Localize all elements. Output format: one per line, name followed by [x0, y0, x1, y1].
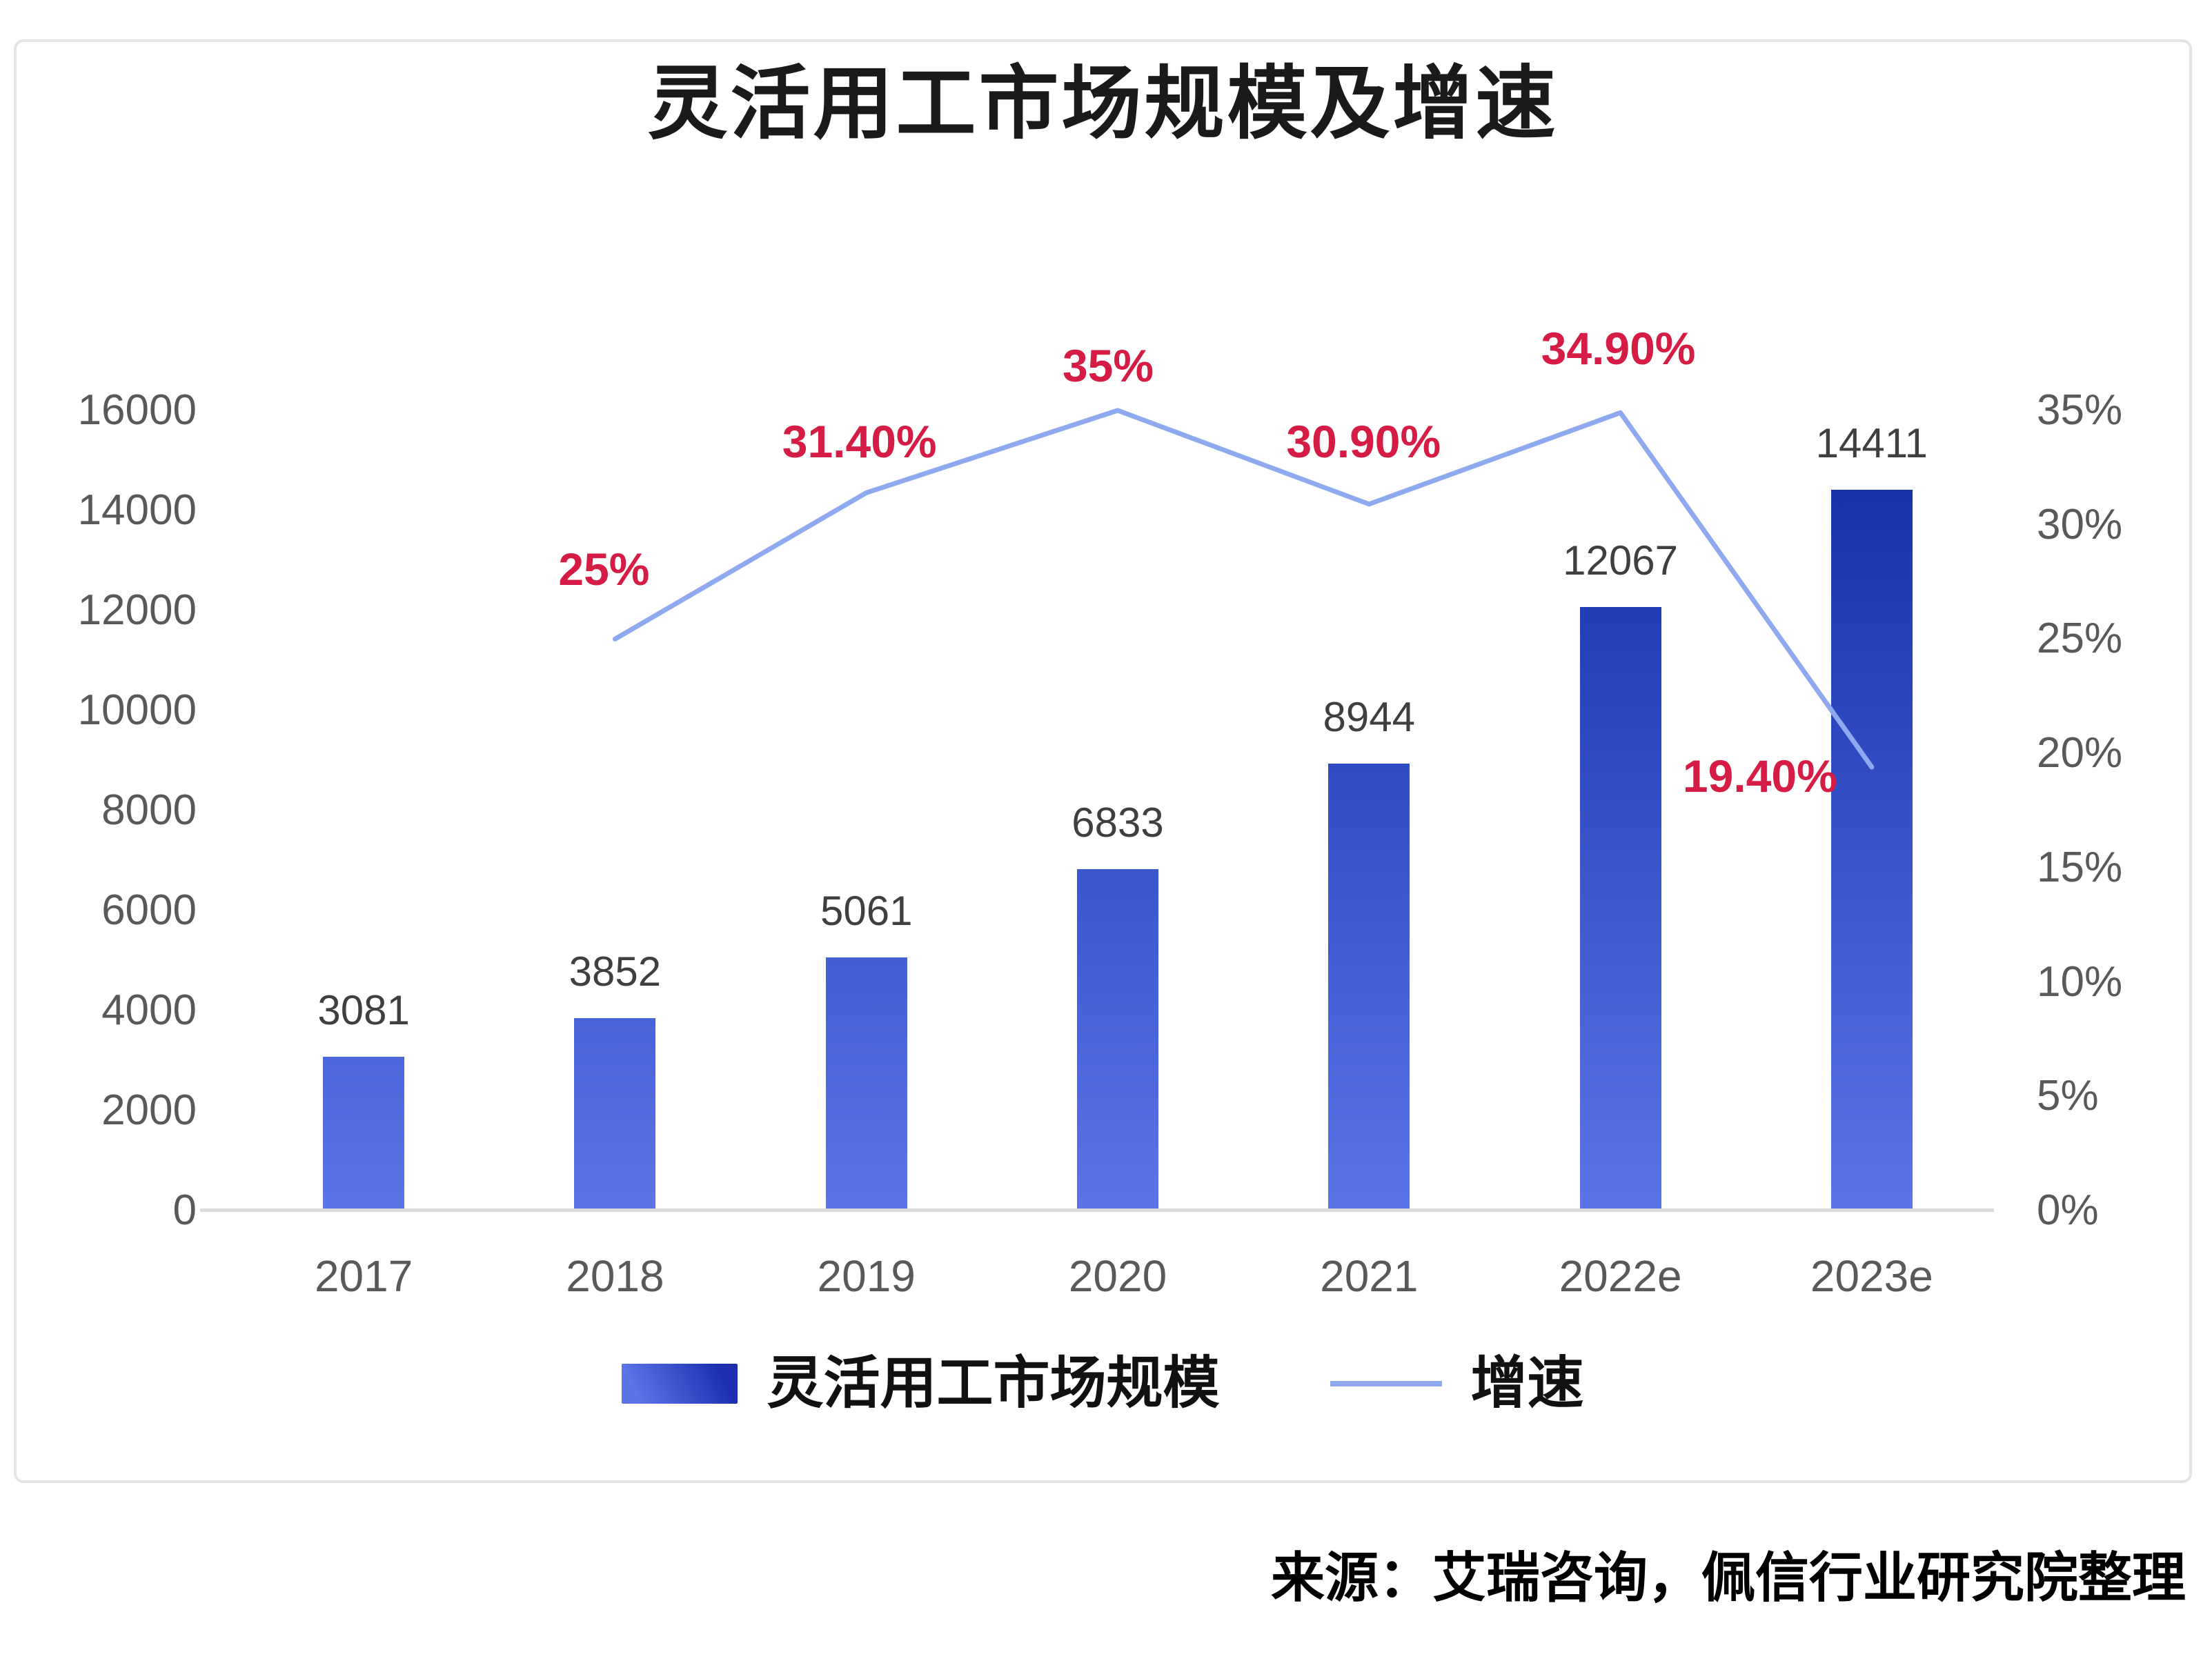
growth-point-label: 35%	[1062, 340, 1154, 391]
x-axis-label: 2018	[566, 1251, 664, 1301]
bar-value-label: 5061	[820, 888, 913, 935]
bar-value-label: 8944	[1323, 693, 1416, 740]
x-axis-label: 2020	[1068, 1251, 1167, 1301]
line-series-swatch	[1330, 1381, 1442, 1386]
growth-point-label: 34.90%	[1541, 323, 1696, 375]
x-axis-baseline	[200, 1209, 1994, 1212]
bar	[323, 1056, 405, 1211]
x-axis-label: 2019	[817, 1251, 916, 1301]
left-axis-tick: 4000	[101, 986, 197, 1034]
right-axis-tick: 35%	[2037, 386, 2123, 434]
left-axis-tick: 10000	[77, 686, 197, 734]
bar	[1077, 868, 1158, 1211]
bar-series-swatch	[622, 1364, 738, 1404]
left-axis-tick: 0	[172, 1186, 197, 1234]
chart-title: 灵活用工市场规模及增速	[647, 59, 1559, 148]
right-axis-tick: 20%	[2037, 729, 2123, 777]
right-axis-tick: 10%	[2037, 957, 2123, 1006]
left-axis-tick: 12000	[77, 586, 197, 634]
left-axis-tick: 8000	[101, 786, 197, 834]
bar	[1830, 490, 1913, 1211]
right-axis-tick: 25%	[2037, 615, 2123, 663]
bar-value-label: 6833	[1072, 799, 1164, 846]
x-axis-label: 2023e	[1810, 1251, 1933, 1301]
bar	[1579, 607, 1661, 1211]
bar-value-label: 12067	[1563, 537, 1678, 584]
bar-value-label: 3852	[569, 948, 662, 995]
left-axis-tick: 16000	[77, 386, 197, 434]
right-axis-tick: 30%	[2037, 500, 2123, 548]
legend-label-bar-series: 灵活用工市场规模	[767, 1352, 1220, 1415]
x-axis-label: 2021	[1320, 1251, 1419, 1301]
bar-value-label: 3081	[317, 986, 410, 1033]
x-axis-label: 2017	[314, 1251, 413, 1301]
growth-point-label: 31.40%	[782, 416, 937, 468]
left-axis-tick: 6000	[101, 886, 197, 934]
left-axis-tick: 14000	[77, 486, 197, 534]
bar	[574, 1017, 656, 1211]
right-axis-tick: 5%	[2037, 1072, 2099, 1120]
bar	[1328, 763, 1410, 1211]
right-axis-tick: 15%	[2037, 843, 2123, 891]
source-note: 来源：艾瑞咨询，佩信行业研究院整理	[1270, 1547, 2186, 1608]
left-axis-tick: 2000	[101, 1086, 197, 1134]
growth-point-label: 19.40%	[1682, 750, 1837, 802]
legend: 灵活用工市场规模 增速	[14, 1344, 2192, 1424]
bar-value-label: 14411	[1815, 420, 1928, 467]
right-axis-tick: 0%	[2037, 1186, 2099, 1234]
bar	[825, 957, 907, 1211]
legend-label-line-series: 增速	[1470, 1352, 1584, 1415]
growth-point-label: 25%	[558, 544, 650, 595]
growth-point-label: 30.90%	[1286, 415, 1441, 467]
x-axis-label: 2022e	[1559, 1251, 1682, 1301]
